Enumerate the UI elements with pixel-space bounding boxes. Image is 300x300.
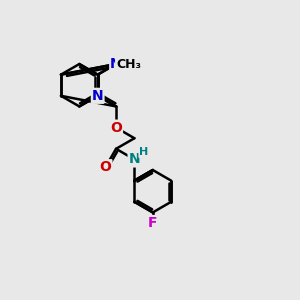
Text: CH₃: CH₃ bbox=[116, 58, 141, 70]
Text: F: F bbox=[148, 216, 158, 230]
Text: N: N bbox=[110, 57, 122, 71]
Text: O: O bbox=[110, 121, 122, 135]
Text: O: O bbox=[100, 160, 111, 174]
Text: N: N bbox=[92, 89, 103, 103]
Text: N: N bbox=[129, 152, 140, 167]
Text: H: H bbox=[139, 147, 148, 157]
